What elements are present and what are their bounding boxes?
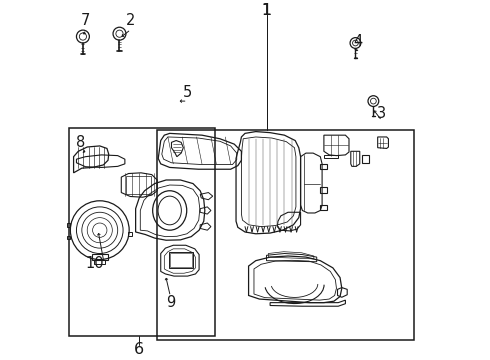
Bar xyxy=(69,128,215,336)
Text: 6: 6 xyxy=(134,342,144,357)
Text: 8: 8 xyxy=(76,135,85,150)
Text: 3: 3 xyxy=(377,106,387,121)
Bar xyxy=(157,130,414,339)
Bar xyxy=(169,252,194,268)
Text: 1: 1 xyxy=(262,3,271,18)
Text: 1: 1 xyxy=(261,3,271,18)
Text: 10: 10 xyxy=(86,256,104,271)
Bar xyxy=(126,176,151,194)
Text: 9: 9 xyxy=(166,296,175,310)
Text: 7: 7 xyxy=(81,13,90,28)
Text: 4: 4 xyxy=(353,34,363,49)
Bar xyxy=(171,253,192,267)
Text: 2: 2 xyxy=(126,13,136,28)
Text: 5: 5 xyxy=(183,85,192,100)
